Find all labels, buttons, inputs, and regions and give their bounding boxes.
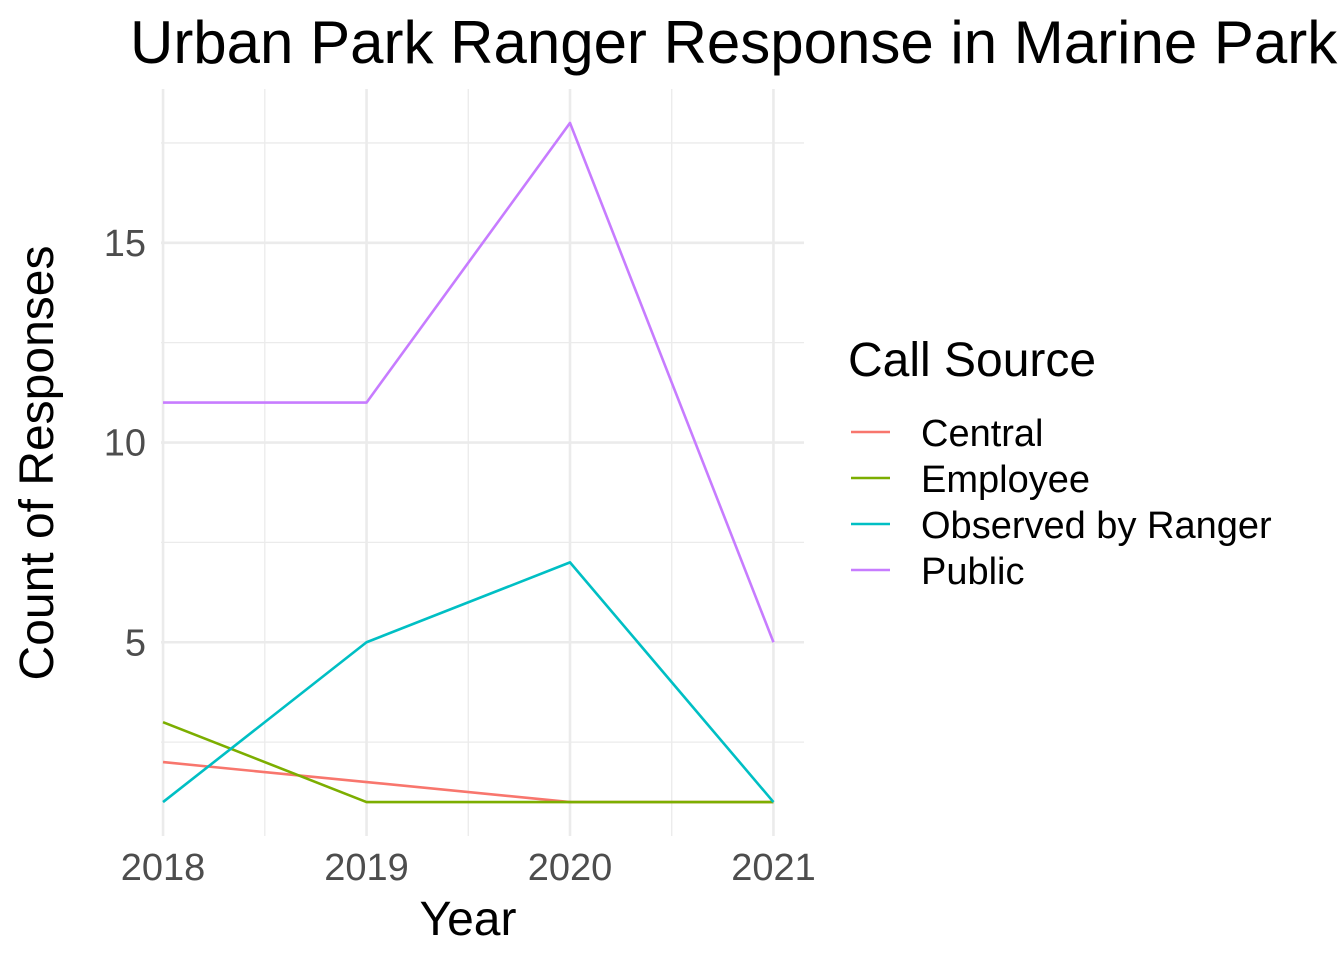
legend-label: Central: [921, 413, 1044, 455]
y-axis-ticks: 5 10 15: [104, 223, 146, 664]
plot-series: [162, 121, 775, 804]
legend-label: Public: [921, 551, 1025, 593]
chart-title: Urban Park Ranger Response in Marine Par…: [130, 9, 1338, 76]
x-tick-label: 2021: [731, 847, 816, 889]
grid: [161, 89, 804, 836]
x-axis-title: Year: [420, 893, 517, 946]
x-tick-label: 2019: [324, 847, 409, 889]
legend-item-public: Public: [851, 551, 1025, 593]
legend-label: Employee: [921, 459, 1090, 501]
series-line-employee: [162, 720, 774, 804]
legend-label: Observed by Ranger: [921, 505, 1272, 547]
y-tick-label: 10: [104, 423, 146, 465]
x-tick-label: 2018: [121, 847, 206, 889]
legend-item-observed-by-ranger: Observed by Ranger: [851, 505, 1272, 547]
legend-item-central: Central: [851, 413, 1044, 455]
legend-title: Call Source: [848, 334, 1096, 387]
x-tick-label: 2020: [528, 847, 613, 889]
series-line-observed-by-ranger: [162, 561, 775, 804]
y-axis-title: Count of Responses: [11, 246, 64, 681]
legend-item-employee: Employee: [851, 459, 1090, 501]
x-axis-ticks: 2018 2019 2020 2021: [121, 847, 816, 889]
series-line-public: [163, 121, 775, 643]
y-tick-label: 15: [104, 223, 146, 265]
y-tick-label: 5: [125, 622, 146, 664]
